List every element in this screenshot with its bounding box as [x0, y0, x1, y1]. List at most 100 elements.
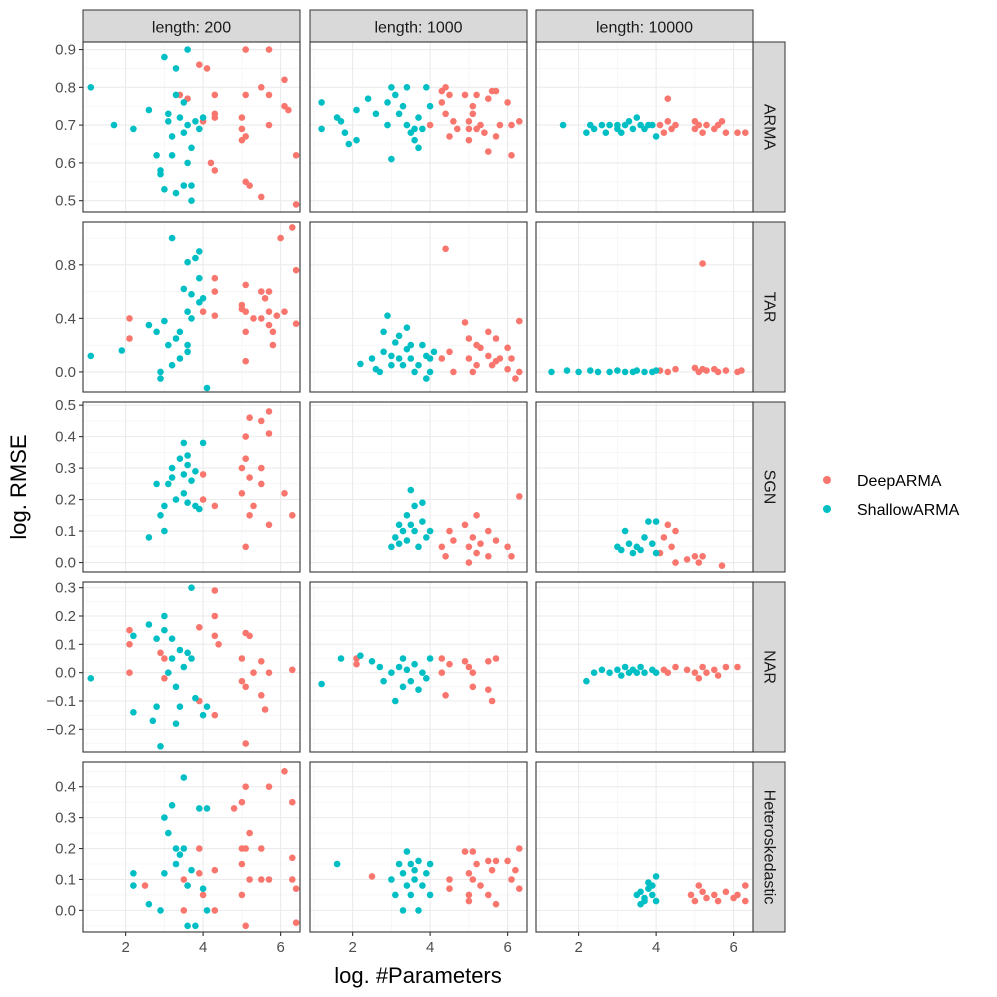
point-shallowarma [395, 110, 403, 118]
point-deeparma [461, 319, 469, 326]
point-shallowarma [203, 907, 211, 914]
point-deeparma [265, 430, 273, 437]
panel-sgn-10000 [535, 401, 754, 573]
panel-nar-10000 [535, 581, 754, 753]
point-deeparma [211, 632, 219, 640]
point-shallowarma [426, 527, 434, 535]
point-shallowarma [376, 368, 384, 376]
point-shallowarma [419, 518, 426, 525]
point-shallowarma [411, 136, 418, 144]
point-shallowarma [652, 549, 660, 557]
point-deeparma [508, 152, 515, 159]
point-deeparma [516, 368, 523, 376]
point-deeparma [292, 919, 300, 926]
point-shallowarma [403, 512, 411, 519]
point-deeparma [238, 464, 246, 472]
point-deeparma [473, 361, 480, 369]
point-shallowarma [415, 907, 422, 914]
point-shallowarma [407, 521, 415, 529]
row-strip-label-heteroskedastic: Heteroskedastic [761, 790, 778, 905]
point-shallowarma [392, 697, 399, 705]
point-deeparma [477, 121, 484, 129]
point-shallowarma [188, 584, 195, 591]
point-shallowarma [407, 355, 415, 362]
point-shallowarma [188, 291, 195, 298]
point-deeparma [238, 125, 246, 133]
point-deeparma [672, 527, 679, 535]
point-shallowarma [196, 805, 203, 812]
point-shallowarma [149, 717, 157, 725]
point-deeparma [492, 133, 500, 140]
point-deeparma [695, 882, 703, 889]
point-deeparma [258, 845, 265, 852]
point-shallowarma [637, 888, 644, 896]
point-shallowarma [161, 186, 168, 193]
point-shallowarma [172, 496, 180, 503]
row-strip-nar [752, 581, 786, 753]
point-deeparma [446, 660, 453, 668]
point-shallowarma [633, 669, 641, 676]
point-deeparma [714, 897, 722, 905]
point-shallowarma [399, 102, 407, 110]
point-deeparma [508, 355, 515, 362]
point-deeparma [211, 274, 219, 282]
point-deeparma [242, 328, 249, 336]
point-deeparma [465, 136, 473, 144]
point-shallowarma [199, 295, 207, 302]
point-deeparma [442, 84, 449, 91]
point-shallowarma [399, 361, 407, 369]
point-shallowarma [184, 882, 191, 889]
point-shallowarma [196, 248, 203, 255]
x-tick-label: 6 [503, 939, 511, 956]
point-deeparma [442, 692, 449, 699]
point-shallowarma [203, 703, 211, 710]
point-shallowarma [357, 360, 364, 368]
point-deeparma [258, 692, 265, 699]
point-deeparma [446, 527, 453, 535]
point-deeparma [211, 110, 219, 118]
column-strip-200 [82, 9, 301, 44]
y-tick-label: −0.1 [46, 693, 76, 710]
point-deeparma [289, 798, 296, 806]
point-deeparma [683, 556, 691, 563]
point-deeparma [711, 666, 718, 674]
point-deeparma [289, 854, 296, 862]
point-deeparma [211, 167, 219, 174]
point-deeparma [691, 897, 699, 905]
point-shallowarma [341, 129, 349, 136]
point-shallowarma [392, 91, 399, 99]
point-shallowarma [364, 95, 372, 102]
point-shallowarma [184, 308, 191, 316]
point-deeparma [485, 658, 492, 665]
point-deeparma [161, 655, 168, 662]
point-shallowarma [157, 368, 164, 376]
point-shallowarma [184, 348, 191, 356]
point-deeparma [465, 335, 473, 342]
point-deeparma [438, 655, 446, 662]
point-shallowarma [318, 99, 325, 106]
point-shallowarma [168, 802, 176, 809]
point-deeparma [703, 894, 710, 902]
point-deeparma [265, 783, 273, 790]
point-deeparma [485, 527, 492, 535]
panel-border [309, 221, 528, 393]
point-deeparma [496, 121, 504, 129]
point-shallowarma [203, 805, 211, 812]
point-shallowarma [188, 197, 195, 204]
point-deeparma [211, 907, 219, 914]
point-shallowarma [598, 666, 606, 674]
point-deeparma [477, 540, 484, 547]
point-shallowarma [172, 860, 180, 868]
point-shallowarma [399, 655, 407, 662]
point-shallowarma [407, 677, 415, 685]
point-deeparma [516, 493, 523, 500]
point-shallowarma [165, 110, 172, 118]
point-shallowarma [199, 885, 207, 892]
point-deeparma [250, 502, 257, 510]
point-deeparma [512, 866, 519, 874]
point-deeparma [242, 455, 249, 463]
point-deeparma [469, 848, 477, 855]
point-shallowarma [649, 891, 656, 899]
point-shallowarma [411, 502, 418, 510]
